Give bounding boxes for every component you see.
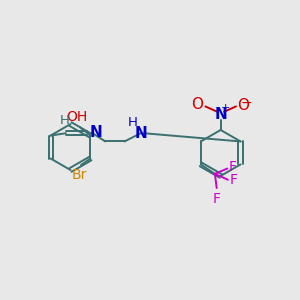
Text: O: O: [238, 98, 250, 113]
Text: N: N: [89, 125, 102, 140]
Text: OH: OH: [67, 110, 88, 124]
Text: N: N: [134, 126, 147, 141]
Text: +: +: [221, 103, 230, 113]
Text: N: N: [214, 107, 227, 122]
Text: F: F: [213, 191, 221, 206]
Text: H: H: [128, 116, 137, 129]
Text: F: F: [230, 173, 238, 187]
Text: H: H: [59, 114, 69, 127]
Text: F: F: [229, 160, 237, 174]
Text: O: O: [191, 98, 203, 112]
Text: −: −: [241, 96, 252, 110]
Text: Br: Br: [71, 168, 87, 182]
